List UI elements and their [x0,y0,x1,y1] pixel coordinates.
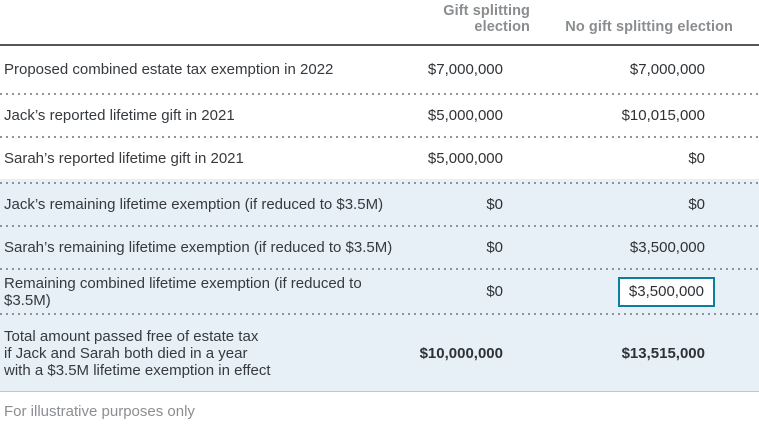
row-label: Sarah’s reported lifetime gift in 2021 [4,150,244,167]
highlighted-value-box: $3,500,000 [617,276,715,307]
row-label: Sarah’s remaining lifetime exemption (if… [4,239,393,256]
table-row: Proposed combined estate tax exemption i… [0,46,759,93]
comparison-table: Gift splitting election No gift splittin… [0,0,759,420]
row-value-gift: $0 [486,239,503,256]
row-divider [0,93,759,95]
row-divider [0,182,759,184]
row-divider [0,225,759,227]
total-label-line-2: if Jack and Sarah both died in a year [4,344,248,362]
row-value-gift: $5,000,000 [427,150,503,167]
table-header-row: Gift splitting election No gift splittin… [0,0,759,46]
footnote: For illustrative purposes only [4,403,195,420]
total-value-gift: $10,000,000 [419,344,503,362]
row-label: Remaining combined lifetime exemption (i… [4,274,362,309]
row-value-no-gift: $3,500,000 [547,276,759,307]
row-divider [0,313,759,315]
row-divider [0,136,759,138]
row-value-no-gift: $0 [688,196,705,213]
column-header-gift-splitting: Gift splitting election [443,3,530,35]
table-body-shaded: Jack’s remaining lifetime exemption (if … [0,179,759,392]
column-header-no-gift-splitting: No gift splitting election [565,19,733,35]
row-value-gift: $0 [486,196,503,213]
row-label: Jack’s remaining lifetime exemption (if … [4,196,384,213]
row-label: Proposed combined estate tax exemption i… [4,61,334,78]
table-row: Jack’s remaining lifetime exemption (if … [0,184,759,225]
row-value-no-gift: $7,000,000 [629,61,705,78]
row-value-gift: $7,000,000 [427,61,503,78]
table-row-total: Total amount passed free of estate tax i… [0,315,759,391]
table-row: Jack’s reported lifetime gift in 2021 $5… [0,95,759,136]
table-row: Sarah’s reported lifetime gift in 2021 $… [0,138,759,179]
table-row: Sarah’s remaining lifetime exemption (if… [0,227,759,268]
total-label-line-3: with a $3.5M lifetime exemption in effec… [4,361,271,379]
row-label: Jack’s reported lifetime gift in 2021 [4,107,235,124]
row-value-no-gift: $0 [688,150,705,167]
row-value-no-gift: $10,015,000 [621,107,705,124]
table-body-unshaded: Proposed combined estate tax exemption i… [0,46,759,179]
table-row: Remaining combined lifetime exemption (i… [0,270,759,313]
total-label-line-1: Total amount passed free of estate tax [4,327,259,345]
total-value-no-gift: $13,515,000 [621,344,705,362]
row-value-gift: $5,000,000 [427,107,503,124]
row-label: Total amount passed free of estate tax i… [0,328,397,379]
row-value-gift: $0 [486,283,503,300]
row-divider [0,268,759,270]
row-value-no-gift: $3,500,000 [629,239,705,256]
